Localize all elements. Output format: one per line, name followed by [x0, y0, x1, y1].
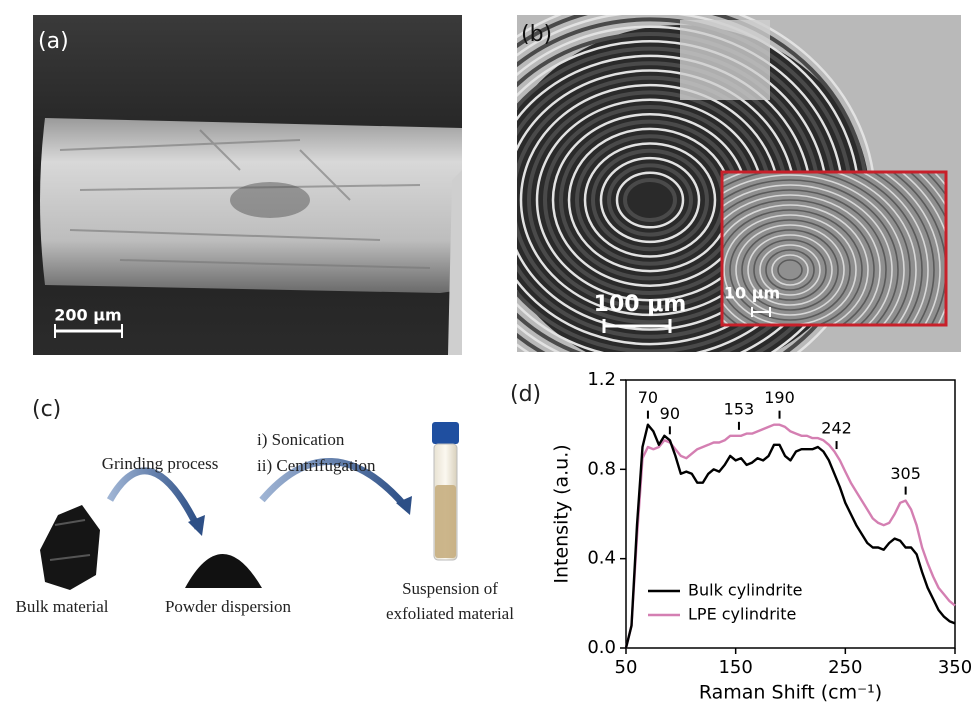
panel-label: (c) [32, 397, 61, 422]
step-label: Grinding process [102, 454, 219, 473]
x-tick-label: 150 [718, 657, 752, 678]
x-tick-label: 50 [615, 657, 638, 678]
peak-label: 70 [638, 388, 658, 407]
y-tick-label: 0.8 [587, 458, 616, 479]
y-tick-label: 0.4 [587, 548, 616, 569]
sem-image-a [33, 15, 462, 355]
x-tick-label: 250 [828, 657, 862, 678]
stage-label: Bulk material [15, 597, 108, 616]
scale-bar-label: 200 μm [54, 306, 121, 325]
peak-label: 242 [821, 419, 852, 438]
legend-label: Bulk cylindrite [688, 581, 803, 600]
peak-label: 90 [660, 404, 680, 423]
scale-bar-label: 10 μm [724, 284, 780, 303]
peak-label: 305 [890, 464, 921, 483]
figure: (a) 200 μm (b) 100 μm 10 μm (c) Grinding… [0, 0, 976, 707]
y-tick-label: 1.2 [587, 369, 616, 390]
step-label: i) Sonication [257, 430, 345, 449]
peak-label: 190 [764, 388, 795, 407]
panel-label: (b) [521, 22, 552, 47]
raman-chart: 50 150 250 350 0.0 0.4 0.8 1.2 Raman Shift (cm⁻¹… [551, 369, 973, 704]
y-axis-title: Intensity (a.u.) [551, 444, 573, 583]
process-diagram [40, 422, 459, 590]
scale-bar-label: 100 μm [594, 292, 687, 317]
step-label: ii) Centrifugation [257, 456, 376, 475]
stage-label: Suspension of [402, 579, 498, 598]
panel-label: (a) [38, 29, 69, 54]
panel-label: (d) [510, 382, 541, 407]
x-axis-title: Raman Shift (cm⁻¹) [699, 682, 882, 704]
y-tick-label: 0.0 [587, 637, 616, 658]
x-tick-label: 350 [938, 657, 972, 678]
peak-label: 153 [724, 399, 755, 418]
stage-label: Powder dispersion [165, 597, 292, 616]
stage-label: exfoliated material [386, 604, 514, 623]
legend-label: LPE cylindrite [688, 605, 796, 624]
